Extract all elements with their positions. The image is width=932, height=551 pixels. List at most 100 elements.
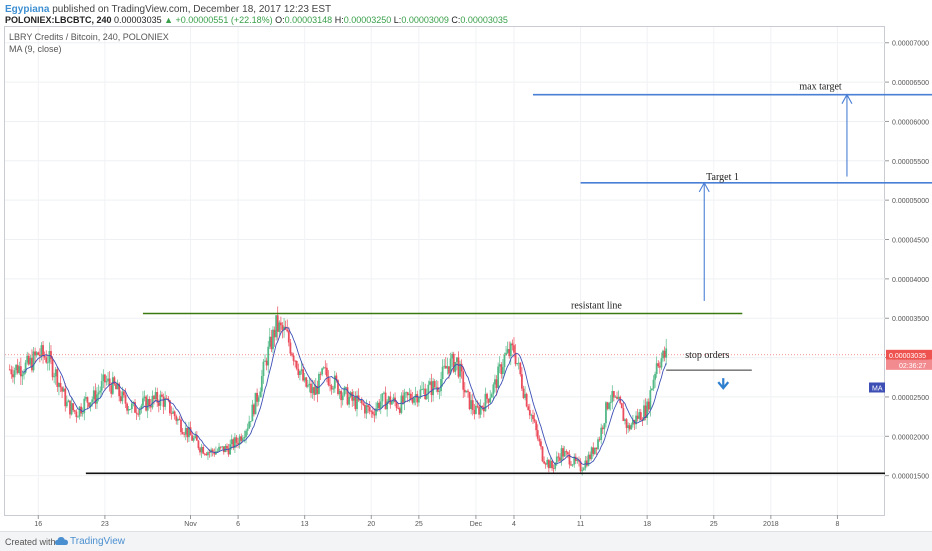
candle-body [352,396,355,401]
candle-body [484,393,487,412]
candle-body [508,349,511,357]
price-chart[interactable]: max target Target 1 resistant line stop ord… [0,0,932,531]
candle-body [314,385,317,395]
candle-body [465,390,468,393]
candle-body [402,395,404,403]
candle-body [278,322,281,332]
candle-body [34,351,37,356]
candle-body [448,366,450,374]
candle-body [260,376,263,392]
candle-body [38,354,41,357]
candle-body [579,461,582,472]
candle-body [581,470,584,472]
candle-body [153,395,155,399]
candle-body [611,391,614,403]
candle-body [92,390,95,400]
candle-body [322,367,325,369]
candle-body [540,441,542,447]
candle-body [335,375,338,381]
candle-body [189,427,192,436]
candle-body [333,375,336,389]
y-tick-label: 0.00005000 [892,198,929,205]
author-name[interactable]: Egypiana [5,4,50,15]
candle-body [110,385,113,394]
candle-body [264,360,266,362]
candle-body [595,447,598,450]
candle-body [635,415,637,425]
candle-body [43,355,46,358]
ma-tag [869,382,885,393]
candle-body [489,397,492,403]
candle-body [506,349,509,353]
candle-body [210,449,213,453]
candle-body [232,439,235,448]
candle-body [451,353,454,359]
candle-body [281,325,284,330]
candle-body [27,355,30,365]
candle-body [584,460,587,469]
candle-body [538,438,541,442]
candle-body [636,415,639,419]
candle-body [479,405,482,415]
candle-body [500,364,503,375]
candle-body [552,468,555,469]
candle-body [29,357,32,365]
candle-body [145,396,148,411]
candle-body [111,377,114,394]
candle-body [311,387,314,394]
candle-body [467,390,469,392]
resistant-line-label: resistant line [571,301,622,312]
candle-body [297,368,300,376]
candle-body [270,336,273,350]
candle-body [605,402,607,424]
price-axis[interactable]: 0.00007000 0.00006500 0.00006000 0.00005500… [869,41,932,481]
candle-body [234,437,236,448]
candle-body [73,410,76,412]
candle-body [543,461,545,464]
candle-body [563,451,566,457]
candle-body [256,392,259,402]
candle-body [289,342,292,354]
time-axis[interactable]: 16 23 Nov 6 13 20 25 Dec 4 11 18 25 2018 8 [34,515,839,528]
candle-body [559,457,561,461]
candle-body [379,401,382,409]
candle-body [555,456,558,463]
tradingview-brand[interactable]: TradingView [70,536,126,547]
candle-body [64,388,67,407]
tradingview-cloud-icon [55,537,68,545]
candle-body [107,378,109,382]
candle-body [259,391,262,398]
candle-body [238,436,241,445]
candle-body [316,385,319,394]
x-tick-label: 25 [710,521,718,528]
candle-body [655,363,658,375]
candle-body [440,378,442,392]
candle-body [299,371,301,376]
candle-body [81,413,84,414]
candle-body [522,388,525,398]
candle-body [165,398,168,400]
candle-body [162,396,165,407]
candle-body [359,399,362,401]
candle-body [606,402,609,409]
candle-body [37,352,40,355]
candle-body [628,425,631,430]
candle-body [356,395,358,410]
candle-body [273,329,276,338]
candle-body [332,388,335,390]
candle-body [589,454,591,459]
candle-body [105,381,108,383]
high-value: 0.00003250 [343,15,392,25]
candle-body [649,390,652,410]
candle-body [351,392,354,401]
candle-body [468,391,471,410]
candle-body [178,418,181,420]
candle-body [164,398,167,407]
candle-body [486,393,488,399]
candle-body [429,381,431,385]
candle-body [341,395,344,401]
candle-body [12,374,14,378]
candle-body [433,381,436,388]
candle-body [658,366,661,368]
candle-body [443,365,446,367]
